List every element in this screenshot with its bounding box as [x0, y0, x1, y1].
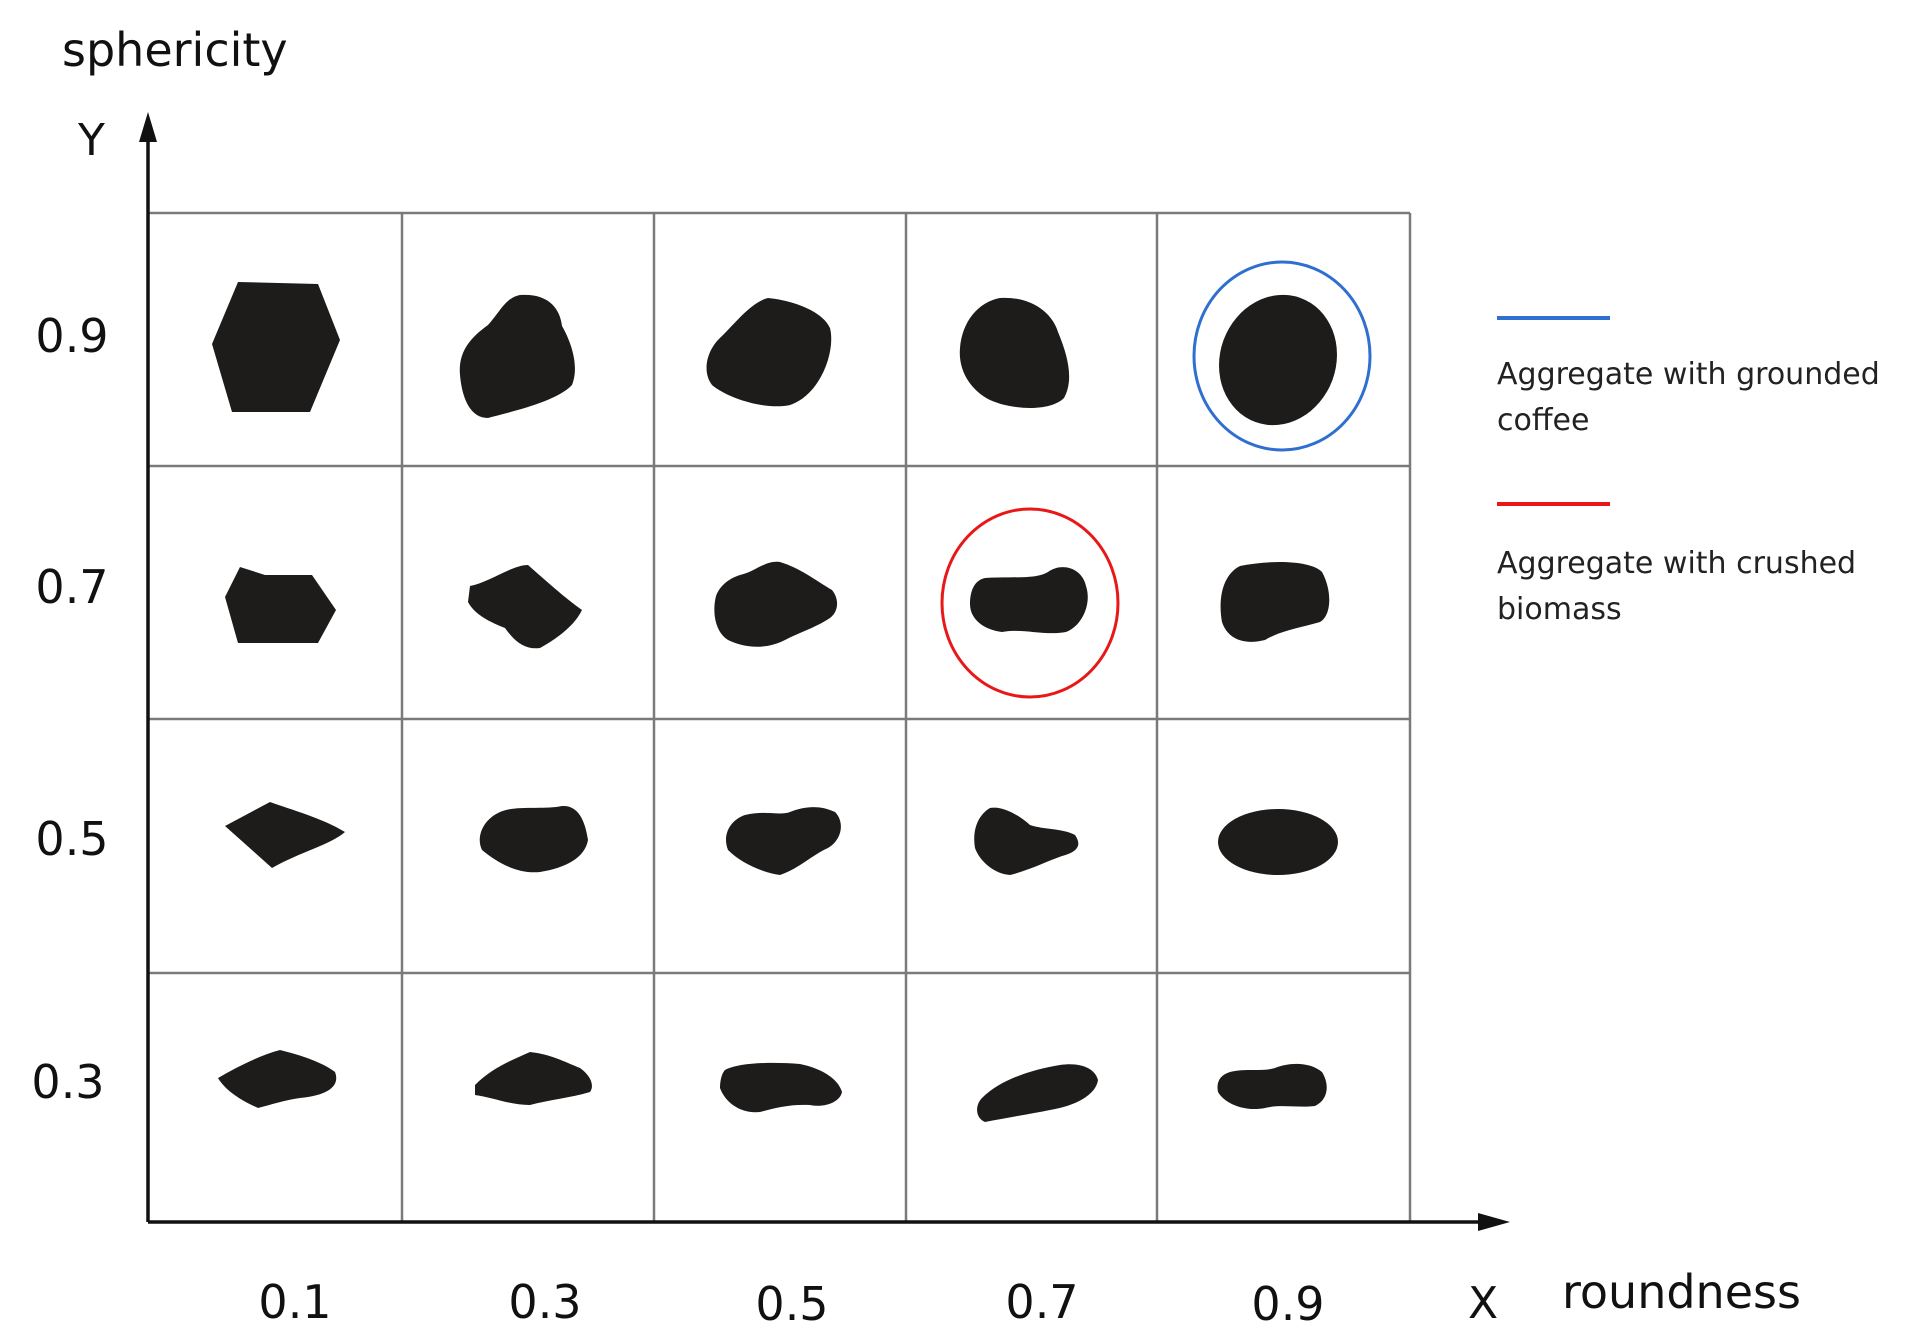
- highlight-circle-biomass: [940, 507, 1120, 699]
- particle-shape: [479, 805, 588, 873]
- particle-shape: [720, 1062, 842, 1113]
- legend-label-biomass-line1: Aggregate with crushed: [1497, 546, 1856, 581]
- y-tick-label: 0.3: [31, 1055, 104, 1109]
- particle-shape: [706, 298, 832, 407]
- y-axis-title: sphericity: [62, 23, 288, 77]
- particle-shape: [212, 282, 340, 412]
- particle-shape: [714, 561, 838, 647]
- x-axis-arrow: [1478, 1213, 1510, 1231]
- y-tick-label: 0.5: [35, 812, 108, 866]
- particle-shape: [225, 802, 345, 868]
- x-tick-label: 0.1: [258, 1275, 331, 1329]
- particle-shape: [475, 1052, 592, 1105]
- shape-grid: [148, 211, 1412, 1222]
- x-tick-label: 0.3: [508, 1275, 581, 1329]
- particle-shape: [1219, 294, 1337, 426]
- particle-shape: [1217, 1063, 1327, 1110]
- y-tick-label: 0.7: [35, 560, 108, 614]
- x-tick-label: 0.5: [755, 1277, 828, 1331]
- particle-shape: [218, 1050, 337, 1108]
- particle-shape: [970, 567, 1088, 634]
- particle-shape: [468, 565, 582, 649]
- particle-shape: [459, 294, 575, 418]
- y-axis-letter: Y: [77, 115, 105, 166]
- y-axis-arrow: [139, 112, 157, 142]
- x-tick-label: 0.9: [1251, 1277, 1324, 1331]
- particle-shape: [959, 297, 1070, 408]
- highlight-circle-coffee: [1192, 260, 1372, 452]
- particles: [212, 282, 1338, 1122]
- x-axis-letter: X: [1468, 1278, 1498, 1329]
- x-tick-label: 0.7: [1005, 1275, 1078, 1329]
- particle-shape: [1220, 562, 1330, 642]
- particle-shape: [974, 807, 1079, 875]
- y-tick-label: 0.9: [35, 309, 108, 363]
- x-axis-title: roundness: [1562, 1265, 1801, 1319]
- legend: Aggregate with grounded coffee Aggregate…: [1497, 316, 1880, 627]
- legend-label-coffee-line2: coffee: [1497, 403, 1589, 438]
- particle-shape: [725, 807, 841, 875]
- axes: [139, 112, 1510, 1231]
- particle-shape: [225, 567, 336, 643]
- legend-label-coffee-line1: Aggregate with grounded: [1497, 357, 1880, 392]
- legend-label-biomass-line2: biomass: [1497, 592, 1622, 627]
- particle-shape: [977, 1064, 1098, 1122]
- particle-shape: [1218, 809, 1338, 875]
